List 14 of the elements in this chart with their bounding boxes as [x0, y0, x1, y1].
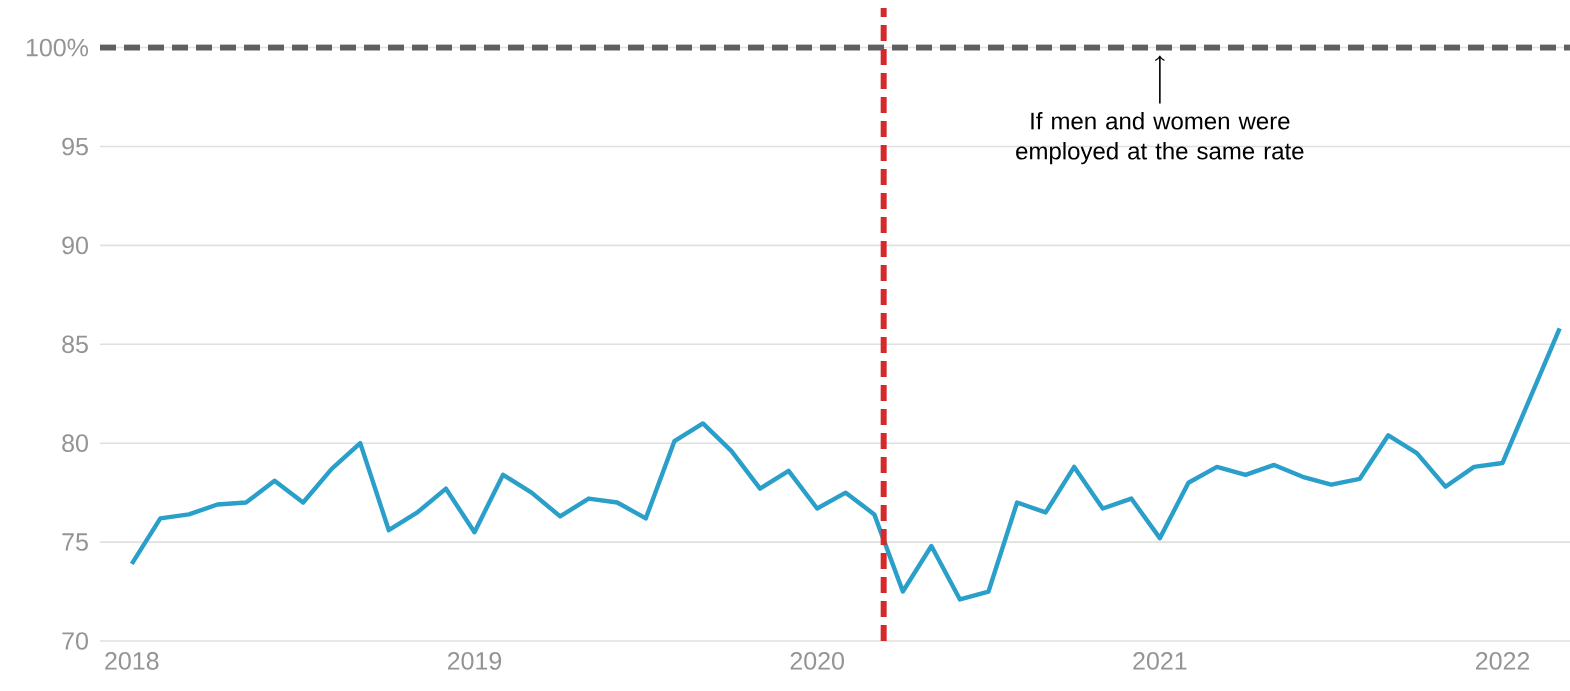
y-tick-label: 75 — [62, 533, 88, 551]
x-tick-label: 2019 — [447, 652, 502, 670]
x-tick-label: 2018 — [105, 652, 159, 670]
x-tick-label: 2021 — [1133, 652, 1187, 670]
x-tick-label: 2020 — [790, 652, 844, 670]
y-tick-label: 100% — [26, 38, 89, 57]
y-tick-label: 80 — [62, 434, 88, 453]
y-tick-label: 95 — [62, 137, 88, 156]
y-tick-label: 90 — [62, 236, 88, 255]
y-tick-label: 85 — [62, 335, 88, 354]
line-series — [129, 326, 1562, 602]
y-tick-label: 70 — [62, 632, 88, 650]
annotation: If men and women were employed at the same rate — [1016, 111, 1304, 165]
x-tick-label: 2022 — [1476, 652, 1530, 670]
